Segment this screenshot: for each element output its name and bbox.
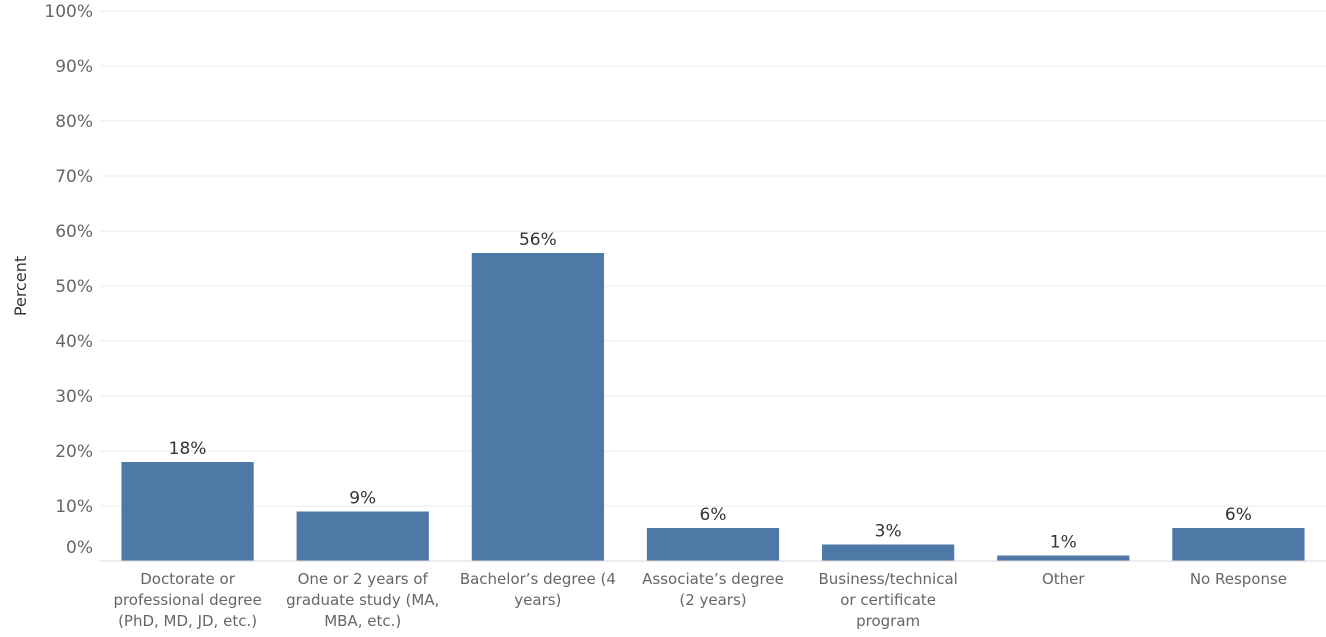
y-tick-label: 60% <box>55 222 93 242</box>
y-tick-label: 0% <box>66 538 93 558</box>
category-label-line: (PhD, MD, JD, etc.) <box>118 612 257 630</box>
category-label-line: years) <box>514 591 561 609</box>
bar <box>296 511 429 561</box>
category-label-line: Business/technical <box>818 570 957 588</box>
y-tick-label: 70% <box>55 167 93 187</box>
bar <box>997 555 1130 561</box>
y-tick-label: 30% <box>55 387 93 407</box>
category-label-line: One or 2 years of <box>298 570 429 588</box>
data-label: 1% <box>1050 533 1077 553</box>
category-label-line: (2 years) <box>679 591 746 609</box>
data-label: 18% <box>169 439 207 459</box>
category-label-line: Associate’s degree <box>642 570 784 588</box>
y-axis-title: Percent <box>11 256 30 316</box>
category-label-line: Bachelor’s degree (4 <box>460 570 616 588</box>
y-tick-label: 50% <box>55 277 93 297</box>
y-tick-label: 80% <box>55 112 93 132</box>
bar <box>471 253 604 561</box>
y-tick-label: 10% <box>55 497 93 517</box>
x-axis-categories: Doctorate or professional degree (PhD, MD,… <box>113 570 1287 630</box>
category-label-line: No Response <box>1190 570 1287 588</box>
data-label: 56% <box>519 230 557 250</box>
bar <box>646 528 780 561</box>
data-labels: 18% 9% 56% 6% 3% 1% 6% <box>169 230 1252 553</box>
y-tick-label: 100% <box>44 2 93 22</box>
category-label: Doctorate or professional degree (PhD, MD,… <box>113 570 261 630</box>
category-label: One or 2 years of graduate study (MA, MBA,… <box>286 570 439 630</box>
bar <box>1172 528 1305 561</box>
category-label: No Response <box>1190 570 1287 588</box>
y-tick-label: 90% <box>55 57 93 77</box>
category-label: Other <box>1042 570 1085 588</box>
category-label-line: program <box>856 612 920 630</box>
data-label: 9% <box>349 489 376 509</box>
category-label-line: Doctorate or <box>140 570 235 588</box>
data-label: 6% <box>700 505 727 525</box>
data-label: 6% <box>1225 505 1252 525</box>
bar <box>822 544 955 561</box>
y-tick-label: 40% <box>55 332 93 352</box>
y-tick-label: 20% <box>55 442 93 462</box>
gridlines <box>100 10 1326 507</box>
y-axis-ticks: 0% 10% 20% 30% 40% 50% 60% 70% 80% 90% 100% <box>44 2 93 558</box>
category-label-line: or certificate <box>840 591 936 609</box>
data-label: 3% <box>875 522 902 542</box>
category-label: Business/technical or certificate program <box>818 570 957 630</box>
bars <box>121 253 1305 561</box>
category-label-line: graduate study (MA, <box>286 591 439 609</box>
category-label-line: Other <box>1042 570 1085 588</box>
category-label-line: MBA, etc.) <box>324 612 401 630</box>
bar <box>121 462 254 561</box>
category-label-line: professional degree <box>113 591 261 609</box>
category-label: Bachelor’s degree (4 years) <box>460 570 616 609</box>
category-label: Associate’s degree (2 years) <box>642 570 784 609</box>
